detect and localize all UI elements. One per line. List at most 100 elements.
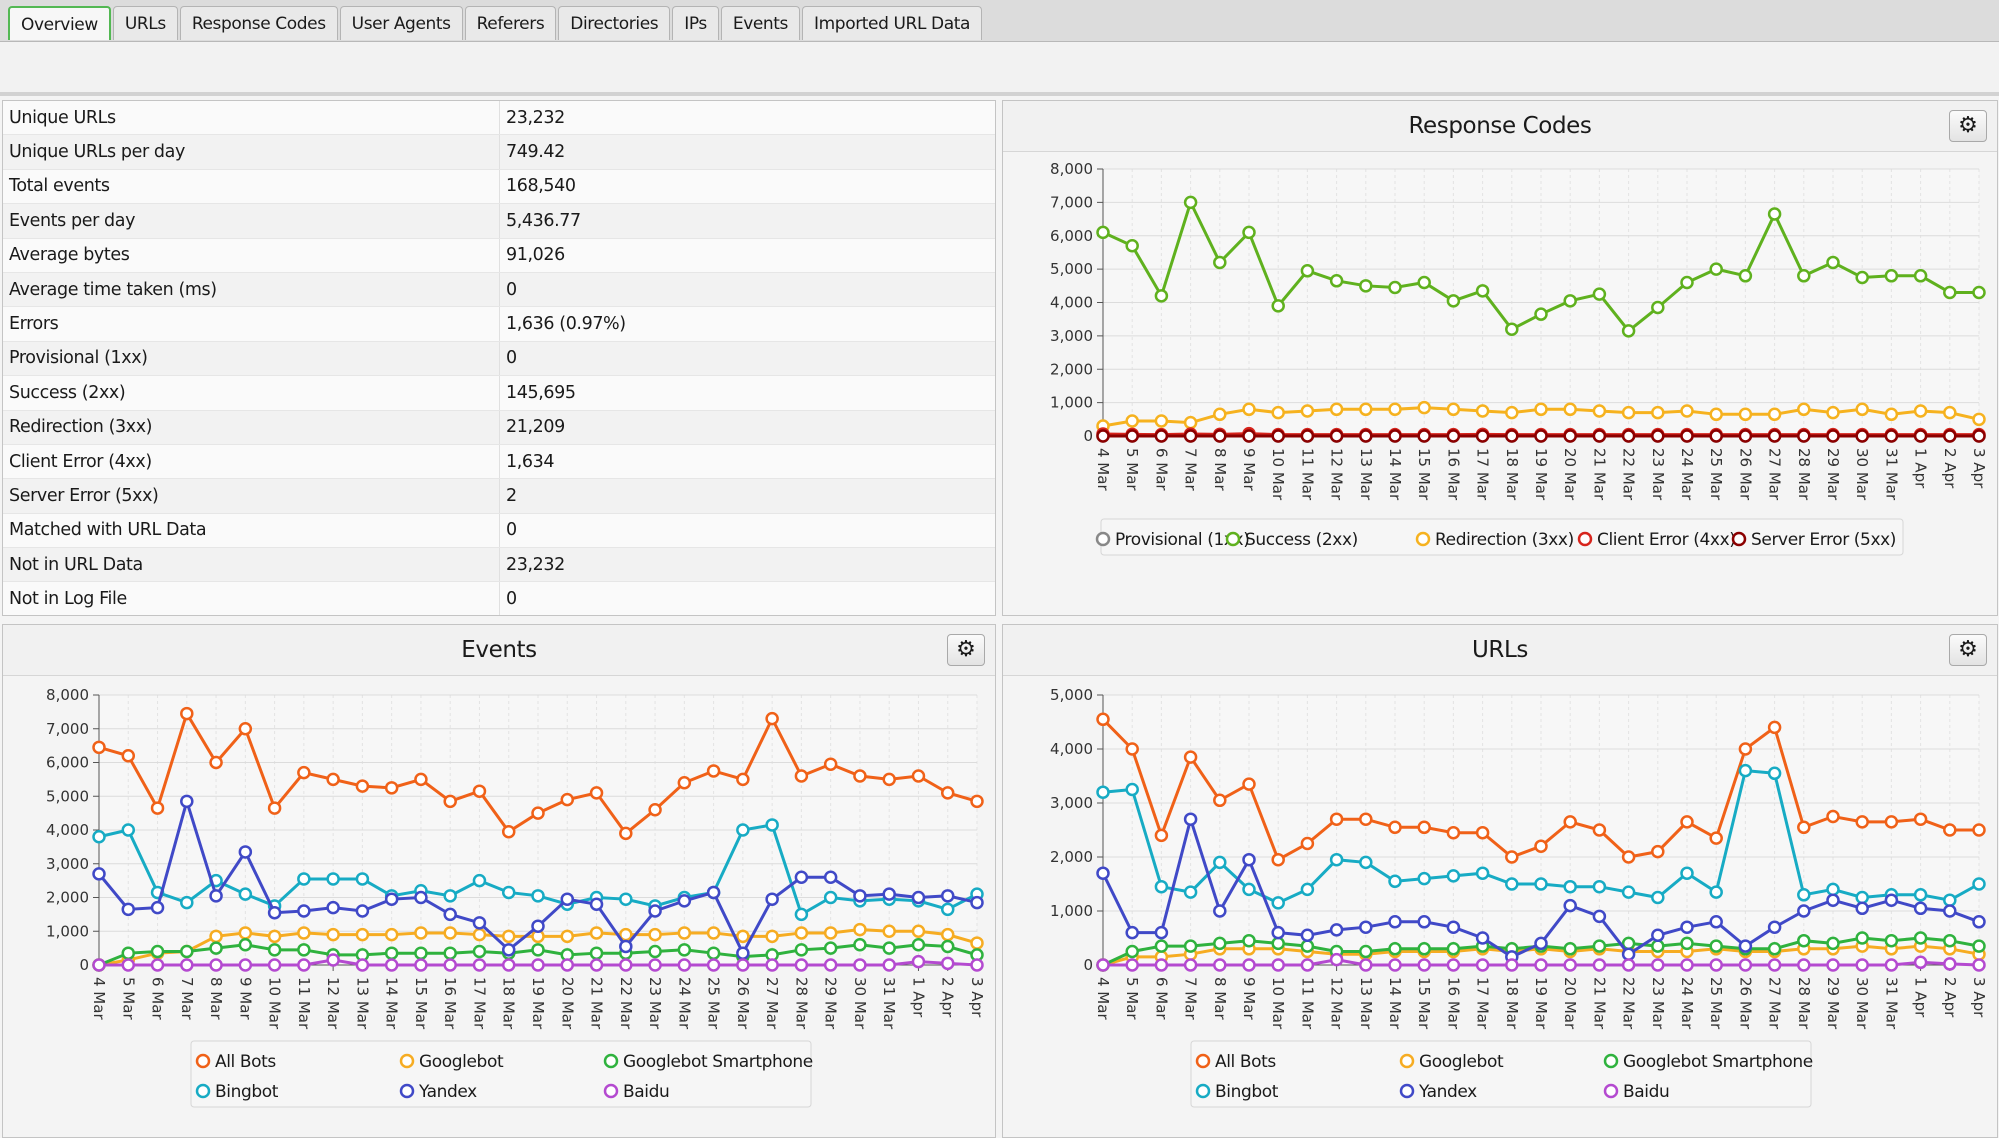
data-point[interactable] <box>1651 928 1665 943</box>
data-point[interactable] <box>501 958 516 972</box>
data-point[interactable] <box>1621 429 1636 443</box>
data-point[interactable] <box>501 943 516 957</box>
data-point[interactable] <box>1738 269 1753 283</box>
data-point[interactable] <box>677 894 692 908</box>
data-point[interactable] <box>1680 404 1694 418</box>
data-point[interactable] <box>1154 414 1169 428</box>
data-point[interactable] <box>1884 407 1899 422</box>
data-point[interactable] <box>1417 871 1431 886</box>
data-point[interactable] <box>560 792 575 807</box>
data-point[interactable] <box>1242 777 1256 791</box>
data-point[interactable] <box>1738 429 1753 443</box>
data-point[interactable] <box>180 794 194 809</box>
data-point[interactable] <box>1621 958 1636 972</box>
data-point[interactable] <box>1913 901 1928 916</box>
data-point[interactable] <box>150 900 165 915</box>
data-point[interactable] <box>1943 904 1957 918</box>
legend-entry[interactable]: Bingbot <box>1215 1082 1279 1102</box>
data-point[interactable] <box>472 958 487 972</box>
data-point[interactable] <box>1213 936 1227 951</box>
data-point[interactable] <box>1388 942 1402 956</box>
data-point[interactable] <box>355 779 370 793</box>
table-row[interactable]: Provisional (1xx) 0 <box>3 341 995 377</box>
data-point[interactable] <box>1213 855 1227 870</box>
data-point[interactable] <box>1388 429 1402 443</box>
data-point[interactable] <box>1125 429 1139 443</box>
data-point[interactable] <box>1505 877 1519 891</box>
data-point[interactable] <box>1242 882 1256 897</box>
data-point[interactable] <box>1271 299 1285 313</box>
table-row[interactable]: Success (2xx) 145,695 <box>3 375 995 411</box>
data-point[interactable] <box>1592 879 1607 894</box>
data-point[interactable] <box>1388 958 1402 972</box>
data-point[interactable] <box>1913 269 1928 283</box>
data-point[interactable] <box>677 776 692 790</box>
data-point[interactable] <box>1680 429 1694 443</box>
data-point[interactable] <box>384 781 399 795</box>
data-point[interactable] <box>414 958 428 972</box>
data-point[interactable] <box>267 801 282 815</box>
tab-referers[interactable]: Referers <box>464 6 557 40</box>
table-row[interactable]: Average bytes 91,026 <box>3 238 995 273</box>
data-point[interactable] <box>1446 942 1461 956</box>
data-point[interactable] <box>1592 287 1607 301</box>
data-point[interactable] <box>121 823 136 837</box>
data-point[interactable] <box>1738 958 1753 972</box>
data-point[interactable] <box>297 765 311 780</box>
data-point[interactable] <box>1417 958 1431 972</box>
data-point[interactable] <box>1651 844 1665 859</box>
data-point[interactable] <box>1767 207 1782 221</box>
data-point[interactable] <box>1943 957 1957 971</box>
tab-directories[interactable]: Directories <box>558 6 671 40</box>
data-point[interactable] <box>648 944 662 959</box>
data-point[interactable] <box>1271 936 1285 951</box>
data-point[interactable] <box>1621 405 1636 420</box>
data-point[interactable] <box>1709 429 1723 443</box>
data-point[interactable] <box>531 919 545 933</box>
table-row[interactable]: Not in URL Data 23,232 <box>3 547 995 583</box>
data-point[interactable] <box>1300 958 1315 972</box>
data-point[interactable] <box>911 769 926 783</box>
data-point[interactable] <box>882 887 896 901</box>
data-point[interactable] <box>706 946 721 960</box>
data-point[interactable] <box>1125 414 1139 428</box>
data-point[interactable] <box>121 749 136 763</box>
gear-icon[interactable]: ⚙ <box>947 634 985 666</box>
data-point[interactable] <box>1972 939 1986 953</box>
data-point[interactable] <box>823 757 838 771</box>
data-point[interactable] <box>560 958 575 972</box>
data-point[interactable] <box>209 889 223 903</box>
data-point[interactable] <box>1826 429 1840 443</box>
data-point[interactable] <box>1475 404 1490 418</box>
data-point[interactable] <box>1475 866 1490 880</box>
tab-user-agents[interactable]: User Agents <box>339 6 463 40</box>
legend-entry[interactable]: All Bots <box>1215 1052 1277 1072</box>
data-point[interactable] <box>619 892 633 906</box>
data-point[interactable] <box>1125 944 1139 959</box>
data-point[interactable] <box>736 823 750 837</box>
data-point[interactable] <box>794 943 809 957</box>
tab-ips[interactable]: IPs <box>672 6 719 40</box>
data-point[interactable] <box>238 938 253 952</box>
legend-entry[interactable]: Redirection (3xx) <box>1435 530 1574 550</box>
data-point[interactable] <box>794 907 809 922</box>
data-point[interactable] <box>121 958 136 972</box>
data-point[interactable] <box>1767 942 1782 956</box>
data-point[interactable] <box>1505 405 1519 420</box>
data-point[interactable] <box>1884 429 1899 443</box>
data-point[interactable] <box>1096 866 1110 880</box>
data-point[interactable] <box>1329 429 1344 443</box>
data-point[interactable] <box>1651 405 1665 420</box>
data-point[interactable] <box>1300 404 1315 418</box>
data-point[interactable] <box>326 953 340 967</box>
data-point[interactable] <box>414 890 428 905</box>
data-point[interactable] <box>1563 879 1577 894</box>
data-point[interactable] <box>706 885 721 900</box>
data-point[interactable] <box>1592 958 1607 972</box>
data-point[interactable] <box>297 958 311 972</box>
data-point[interactable] <box>443 958 457 972</box>
tab-events[interactable]: Events <box>720 6 801 40</box>
data-point[interactable] <box>1592 429 1607 443</box>
data-point[interactable] <box>472 916 487 930</box>
data-point[interactable] <box>326 772 340 787</box>
